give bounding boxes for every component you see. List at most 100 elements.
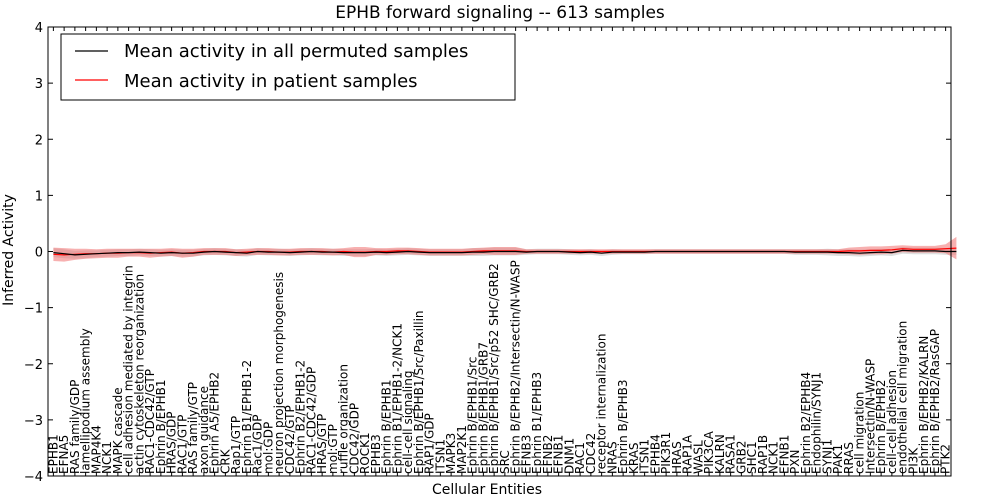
y-tick-label: 3 — [35, 77, 43, 92]
x-category-label: Ephrin B2/EPHB4 — [799, 372, 813, 474]
x-category-label: RAC1-CDC42/GDP — [304, 367, 318, 474]
y-tick-label: −3 — [24, 414, 43, 429]
y-axis-ticks: −4 −3 −2 −1 0 1 2 3 4 — [24, 21, 951, 485]
x-category-label: Ephrin B1/EPHB1-2 — [240, 360, 254, 474]
y-axis-label: Inferred Activity — [1, 194, 17, 306]
x-category-label: mol:GTP — [326, 424, 340, 474]
x-category-label: axon guidance — [197, 386, 211, 474]
x-category-label: CRK — [218, 448, 232, 474]
x-category-label: RAC1/GTP — [175, 415, 189, 474]
legend-label-permuted: Mean activity in all permuted samples — [124, 41, 468, 62]
x-category-label: GRB2 — [734, 440, 748, 474]
x-category-label: Ephrin B/EPHB1/Src/p52 SHC/GRB2 — [487, 263, 501, 474]
x-category-label: RAP1/GDP — [423, 413, 437, 474]
x-category-label: Intersectin/N-WASP — [863, 359, 877, 474]
y-tick-label: −1 — [24, 302, 43, 317]
x-category-label: Ephrin B1/EPHB1-2/NCK1 — [390, 323, 404, 474]
x-category-label: ITSN1 — [638, 439, 652, 474]
x-category-label: RAC1 — [573, 442, 587, 474]
x-category-label: receptor internalization — [595, 334, 609, 474]
x-category-label: CDC42/GDP — [347, 403, 361, 474]
x-category-label: cell-cell signaling — [401, 371, 415, 475]
x-category-label: PI3K — [906, 447, 920, 474]
x-category-label: neuron projection morphogenesis — [272, 272, 286, 474]
x-category-label: PTK2 — [939, 444, 953, 474]
x-category-label: ruffle organization — [337, 364, 351, 474]
x-category-label: cell-cell adhesion — [885, 370, 899, 474]
x-category-label: Ephrin B/EPHB2/Intersectin/N-WASP — [509, 260, 523, 474]
x-category-label: Ephrin A5/EPHB2 — [208, 372, 222, 474]
x-category-label: Ephrin B/EPHB1/GRB7 — [476, 342, 490, 474]
y-tick-label: 1 — [35, 189, 43, 204]
x-category-label: DNM1 — [562, 438, 576, 474]
x-category-label: EPHB4 — [648, 434, 662, 474]
x-category-label: PIK3CA — [702, 430, 716, 474]
x-category-label: EFNB1 — [777, 435, 791, 474]
x-category-label: PXN — [788, 450, 802, 474]
x-category-label: EFNB3 — [519, 435, 533, 474]
x-category-label: Ephrin B/EPHB2/KALRN — [917, 336, 931, 474]
x-category-label: ROCK1 — [358, 432, 372, 474]
x-category-label: HRAS/GDP — [165, 411, 179, 474]
x-category-label: Rap1/GTP — [229, 416, 243, 474]
y-tick-label: 0 — [35, 246, 43, 261]
x-category-label: RRAS — [842, 442, 856, 474]
x-category-label: SHC1 — [745, 441, 759, 474]
x-category-label: RAC1-CDC42/GTP — [143, 369, 157, 474]
x-category-label: MAP2K1 — [455, 425, 469, 474]
x-category-label: CDC42 — [584, 433, 598, 474]
x-category-label: MAP4K4 — [89, 425, 103, 474]
x-category-label: KRAS — [627, 442, 641, 474]
x-category-label: NCK1 — [767, 441, 781, 474]
x-category-label: Ephrin B/EPHB2/RasGAP — [928, 329, 942, 474]
x-category-label: Ephrin B/EPHB3 — [616, 380, 630, 474]
chart-title: EPHB forward signaling -- 613 samples — [335, 3, 665, 23]
x-category-label: MAPK cascade — [111, 387, 125, 474]
x-category-label: ITSN1 — [433, 439, 447, 474]
x-category-label: EFNB2 — [541, 435, 555, 474]
x-category-label: Ephrin B/EPHB1 — [154, 380, 168, 474]
x-category-label: KALRN — [713, 434, 727, 474]
x-category-label: PAK1 — [831, 444, 845, 474]
x-category-label: actin cytoskeleton reorganization — [132, 274, 146, 474]
x-category-label: Ephrin B1/EPHB3 — [530, 372, 544, 474]
x-category-label: NRAS — [605, 441, 619, 474]
x-category-label: RAS family/GTP — [186, 382, 200, 474]
x-category-label: EFNB1 — [552, 435, 566, 474]
band-series-1 — [53, 236, 957, 262]
series-lines — [53, 247, 957, 256]
x-category-label: WASL — [691, 440, 705, 474]
x-category-label: Ephrin B/EPHB1/Src — [466, 357, 480, 474]
x-category-label: MAPK3 — [444, 433, 458, 474]
x-category-label: cell adhesion mediated by integrin — [122, 265, 136, 474]
legend-box — [60, 33, 516, 101]
x-category-label: EPHB1 — [46, 434, 60, 474]
x-category-label: Ephrin B/EPHB2 — [874, 380, 888, 474]
x-category-label: RASA1 — [724, 434, 738, 474]
x-category-label: RAP1B — [756, 435, 770, 474]
x-category-label: HRAS — [670, 441, 684, 474]
legend: Mean activity in all permuted samples Me… — [60, 33, 516, 101]
line-series-0 — [53, 249, 957, 256]
x-category-label: endothelial cell migration — [896, 321, 910, 474]
x-category-label: RAP1A — [681, 434, 695, 474]
x-axis-ticks — [52, 27, 947, 476]
x-category-label: cell migration — [853, 392, 867, 474]
x-category-label: Endophilin/SYNJ1 — [810, 372, 824, 474]
x-category-label: SYNJ1 — [820, 439, 834, 474]
x-category-label: SRC — [498, 450, 512, 474]
x-category-label: lamellipodium assembly — [79, 328, 93, 474]
x-category-label: PIK3R1 — [659, 432, 673, 474]
x-category-label: mol:GDP — [261, 422, 275, 474]
series-bands — [53, 236, 957, 262]
x-category-label: HRAS/GTP — [315, 414, 329, 474]
y-tick-label: 4 — [35, 21, 43, 36]
x-category-label: EPHB3 — [369, 434, 383, 474]
x-category-label: Rac1/GDP — [251, 415, 265, 474]
x-category-label: RAS family/GDP — [68, 380, 82, 474]
legend-label-patient: Mean activity in patient samples — [124, 71, 418, 92]
x-category-label: NCK1 — [100, 441, 114, 474]
